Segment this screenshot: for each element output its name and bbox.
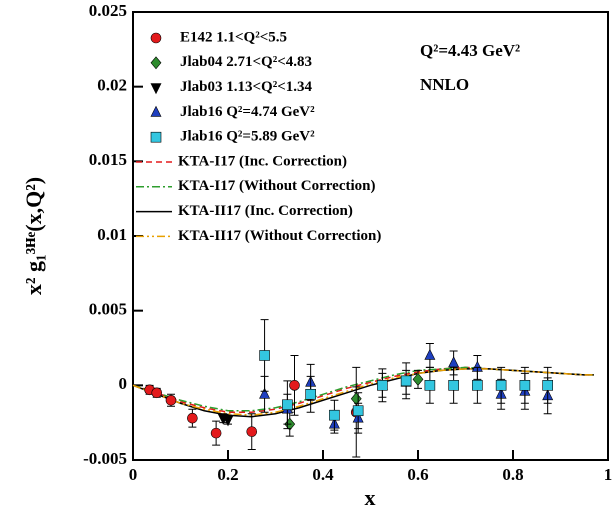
marker [289, 380, 300, 391]
legend-item: Jlab03 1.13<Q²<1.34 [150, 79, 313, 95]
legend-label: KTA-II17 (Inc. Correction) [178, 203, 353, 219]
marker [259, 350, 270, 361]
x-tick-label: 0 [129, 465, 138, 484]
annotation: NNLO [420, 75, 469, 94]
marker [519, 380, 531, 391]
legend-item: E142 1.1<Q²<5.5 [150, 29, 287, 45]
marker [350, 392, 362, 406]
marker [246, 426, 258, 437]
legend-label: KTA-I17 (Inc. Correction) [178, 153, 347, 169]
marker [150, 56, 162, 70]
legend-item: KTA-I17 (Inc. Correction) [136, 153, 347, 169]
y-tick-label: -0.005 [83, 449, 127, 468]
y-tick-label: 0.015 [89, 150, 127, 169]
legend-label: KTA-II17 (Without Correction) [178, 228, 381, 244]
y-tick-label: 0 [119, 374, 128, 393]
marker [259, 387, 271, 399]
legend-item: KTA-I17 (Without Correction) [136, 178, 375, 194]
marker [150, 105, 162, 117]
legend-label: E142 1.1<Q²<5.5 [180, 29, 287, 45]
marker [377, 380, 388, 391]
marker [472, 380, 483, 391]
legend-label: KTA-I17 (Without Correction) [178, 178, 375, 194]
y-tick-label: 0.01 [97, 225, 127, 244]
marker [352, 405, 364, 417]
marker [305, 388, 316, 400]
marker [150, 131, 162, 143]
annotation: Q²=4.43 GeV² [420, 41, 520, 60]
x-tick-label: 0.2 [217, 465, 238, 484]
marker [329, 409, 340, 421]
legend-label: Jlab03 1.13<Q²<1.34 [180, 79, 313, 95]
marker [495, 380, 507, 391]
marker [150, 83, 162, 95]
x-axis-label: x [365, 485, 376, 510]
marker [412, 372, 424, 386]
marker [424, 348, 436, 360]
marker [151, 387, 163, 399]
x-tick-label: 0.8 [502, 465, 523, 484]
x-tick-label: 1 [604, 465, 613, 484]
marker [150, 32, 162, 44]
y-tick-label: 0.025 [89, 1, 127, 20]
marker [187, 412, 198, 424]
legend-label: Jlab04 2.71<Q²<4.83 [180, 54, 312, 70]
marker [165, 394, 177, 406]
marker [448, 356, 460, 368]
marker [282, 399, 293, 411]
x-tick-label: 0.4 [312, 465, 334, 484]
legend-item: Jlab04 2.71<Q²<4.83 [150, 54, 312, 70]
x-tick-label: 0.6 [407, 465, 428, 484]
y-tick-label: 0.02 [97, 76, 127, 95]
y-axis-label: x² g₁³ᴴᵉ(x,Q²) [21, 177, 46, 295]
y-tick-label: 0.005 [89, 300, 127, 319]
marker [400, 375, 412, 387]
legend-item: Jlab16 Q²=4.74 GeV² [150, 104, 315, 120]
curve [132, 368, 594, 416]
marker [542, 380, 553, 391]
legend-item: KTA-II17 (Without Correction) [136, 228, 381, 244]
marker [424, 380, 436, 391]
marker [210, 427, 222, 439]
marker [448, 380, 459, 391]
marker [222, 415, 234, 427]
legend-item: KTA-II17 (Inc. Correction) [136, 203, 353, 219]
legend-item: Jlab16 Q²=5.89 GeV² [150, 129, 315, 145]
legend-label: Jlab16 Q²=4.74 GeV² [180, 104, 315, 120]
legend-label: Jlab16 Q²=5.89 GeV² [180, 129, 315, 145]
